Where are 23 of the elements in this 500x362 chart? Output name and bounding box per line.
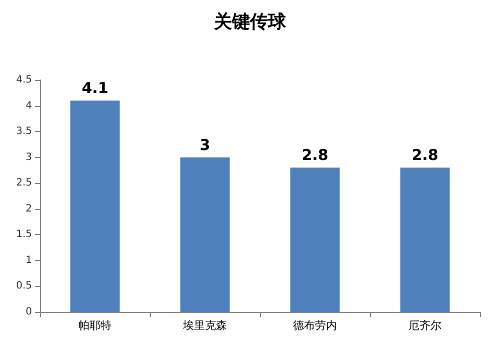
y-tick-label: 1	[26, 254, 32, 266]
x-tick-label: 德布劳内	[293, 319, 337, 332]
x-tick-label: 厄齐尔	[408, 319, 442, 332]
bar	[290, 168, 340, 312]
data-label: 2.8	[412, 146, 438, 164]
data-label: 2.8	[302, 146, 328, 164]
bar	[180, 157, 230, 312]
data-label: 3	[200, 136, 210, 154]
y-tick-label: 2	[26, 203, 32, 214]
y-tick-label: 4.5	[16, 74, 32, 86]
y-tick-label: 2.5	[16, 178, 32, 189]
y-tick-label: 4	[26, 100, 32, 112]
y-tick-label: 1.5	[16, 229, 32, 240]
y-tick-label: 0	[26, 306, 32, 318]
x-tick-label: 埃里克森	[182, 319, 227, 332]
y-tick-label: 3.5	[16, 126, 32, 138]
bar	[400, 168, 450, 312]
y-tick-label: 3	[26, 152, 32, 163]
data-label: 4.1	[82, 79, 108, 98]
x-tick-label: 帕耶特	[78, 319, 112, 332]
chart-title: 关键传球	[213, 12, 287, 32]
y-tick-label: 0.5	[16, 280, 32, 292]
bar	[70, 100, 120, 312]
